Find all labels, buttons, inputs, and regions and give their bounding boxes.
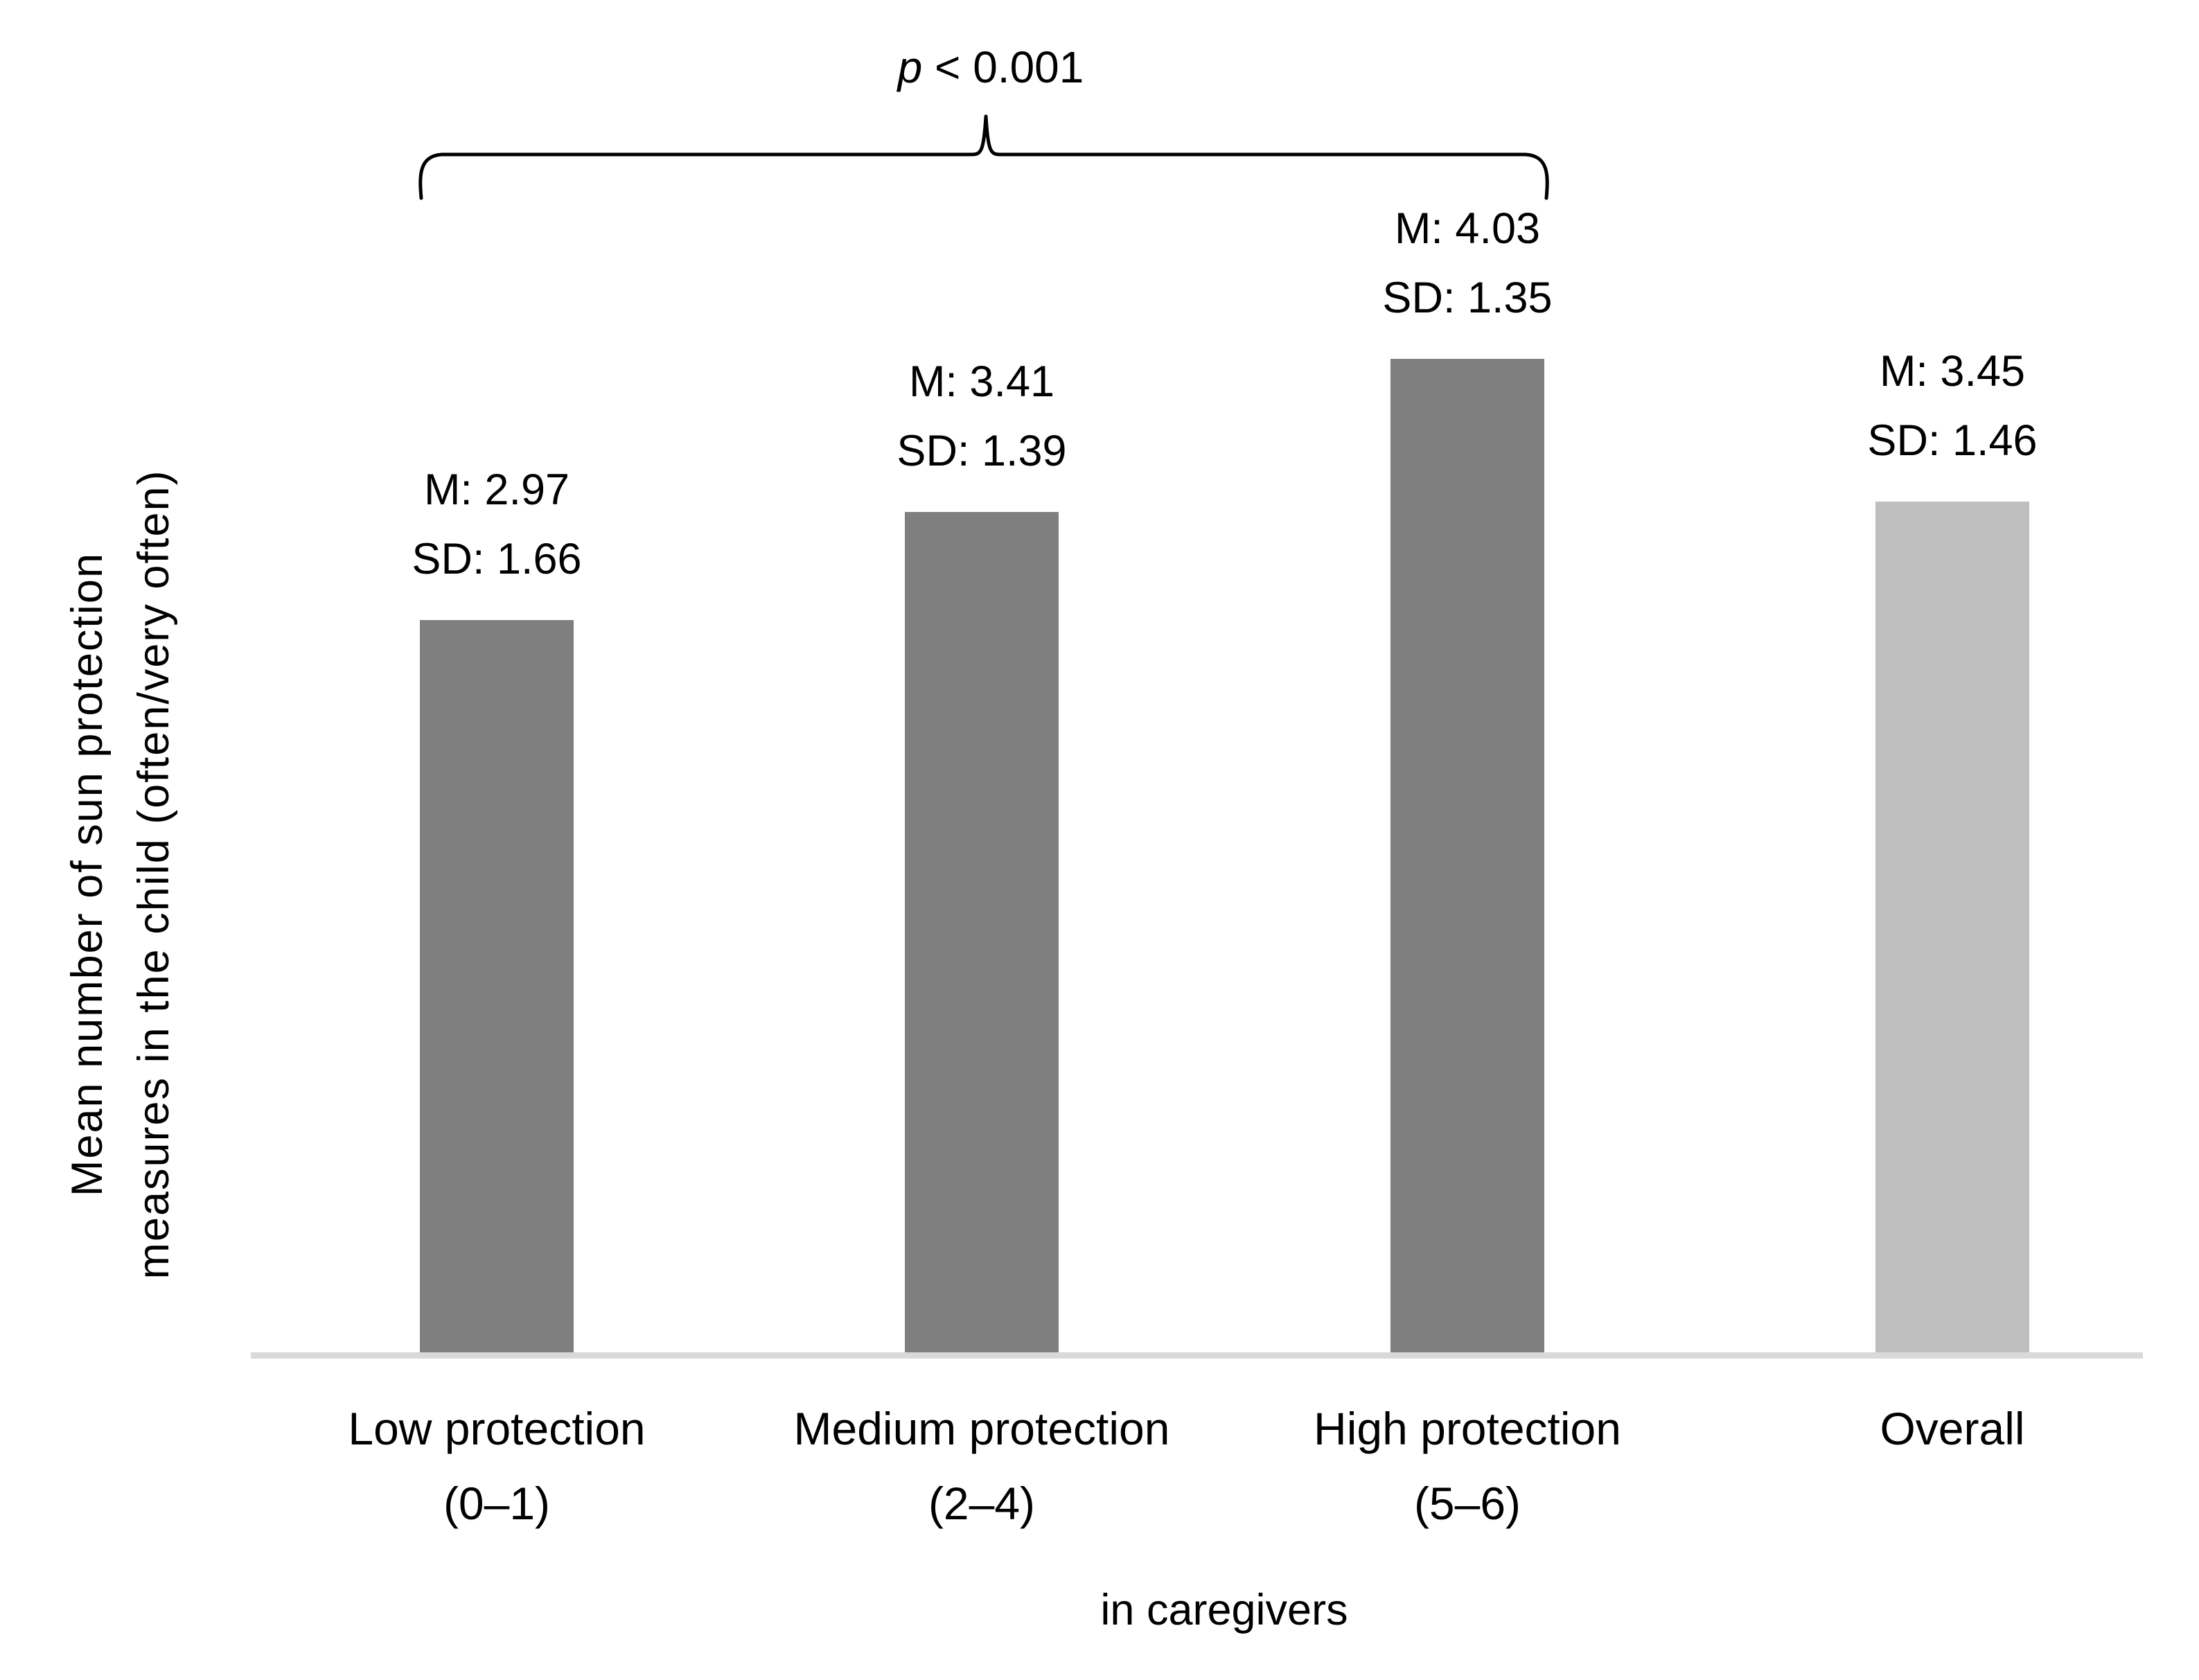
mean-value: M: 2.97: [423, 466, 570, 514]
y-axis-title-line1: Mean number of sun protection: [63, 552, 112, 1197]
value-label-medium-protection: M: 3.41 SD: 1.39: [774, 347, 1190, 486]
value-label-high-protection: M: 4.03 SD: 1.35: [1260, 194, 1675, 333]
category-line1: Overall: [1880, 1403, 2025, 1454]
p-value-annotation: p < 0.001: [714, 42, 1268, 93]
category-line1: High protection: [1314, 1403, 1621, 1454]
mean-value: M: 3.41: [908, 357, 1055, 406]
category-line1: Medium protection: [793, 1403, 1170, 1454]
p-value-variable: p: [897, 42, 923, 92]
sd-value: SD: 1.66: [412, 535, 582, 583]
category-label-medium-protection: Medium protection (2–4): [739, 1391, 1224, 1541]
sd-value: SD: 1.35: [1382, 274, 1553, 322]
category-label-overall: Overall: [1710, 1391, 2195, 1466]
sd-value: SD: 1.46: [1867, 416, 2038, 465]
bar-high-protection: [1390, 359, 1544, 1353]
bar-medium-protection: [905, 512, 1059, 1353]
bar-overall: [1875, 502, 2029, 1353]
mean-value: M: 3.45: [1879, 347, 2026, 396]
value-label-overall: M: 3.45 SD: 1.46: [1745, 337, 2160, 475]
category-line2: (5–6): [1413, 1478, 1521, 1529]
mean-value: M: 4.03: [1394, 204, 1541, 253]
category-line2: (0–1): [443, 1478, 551, 1529]
category-line1: Low protection: [348, 1403, 646, 1454]
value-label-low-protection: M: 2.97 SD: 1.66: [289, 455, 705, 594]
significance-brace: [418, 114, 1549, 200]
p-value-text: < 0.001: [922, 42, 1084, 92]
category-line2: (2–4): [928, 1478, 1036, 1529]
x-axis-line: [251, 1352, 2143, 1359]
y-axis-title-line2: measures in the child (often/very often): [130, 469, 178, 1280]
bar-low-protection: [420, 620, 574, 1353]
sd-value: SD: 1.39: [897, 427, 1067, 475]
y-axis-title: Mean number of sun protection measures i…: [54, 372, 187, 1377]
category-label-low-protection: Low protection (0–1): [254, 1391, 739, 1541]
category-label-high-protection: High protection (5–6): [1225, 1391, 1710, 1541]
x-axis-title: in caregivers: [1100, 1586, 1348, 1634]
